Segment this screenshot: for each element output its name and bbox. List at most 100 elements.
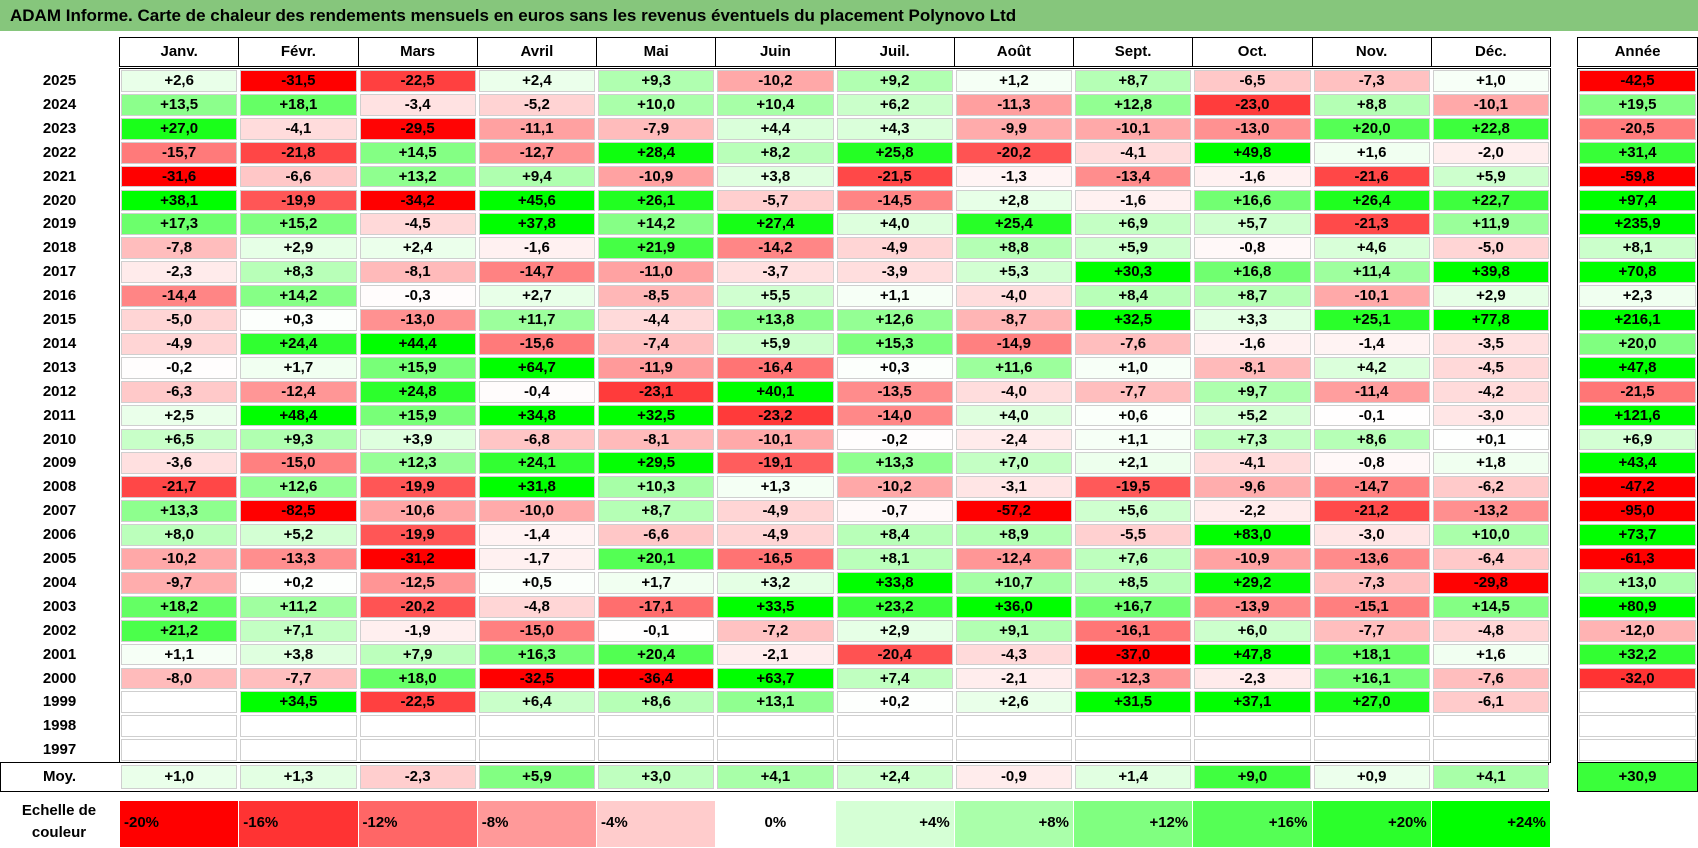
heatmap-cell: +1,6 <box>1313 141 1430 164</box>
heatmap-cell: +14,2 <box>240 285 357 307</box>
heatmap-cell: +1,0 <box>1075 356 1192 379</box>
heatmap-cell: -10,1 <box>1075 117 1192 140</box>
row-label-year: 2002 <box>42 621 77 639</box>
heatmap-cell: -10,9 <box>598 165 715 188</box>
row-label-year: 2021 <box>42 167 77 185</box>
heatmap-cell: +10,4 <box>717 93 834 116</box>
heatmap-cell: +28,4 <box>598 141 715 164</box>
heatmap-cell: -13,2 <box>1432 500 1549 523</box>
average-cell: +1,0 <box>121 765 238 789</box>
heatmap-cell: -0,2 <box>121 356 238 379</box>
heatmap-cell: +13,5 <box>121 93 238 116</box>
heatmap-cell: +2,5 <box>121 404 238 427</box>
heatmap-cell <box>1194 739 1311 762</box>
heatmap-cell: +8,4 <box>836 524 953 546</box>
heatmap-cell: -23,1 <box>598 380 715 403</box>
heatmap-cell: -13,3 <box>240 548 357 570</box>
heatmap-cell: -0,1 <box>598 619 715 642</box>
heatmap-cell: -0,8 <box>1194 237 1311 260</box>
row-label-year: 2006 <box>42 526 77 544</box>
heatmap-cell: +15,2 <box>240 213 357 236</box>
heatmap-cell: -15,1 <box>1313 595 1430 618</box>
heatmap-cell: -7,3 <box>1313 70 1430 92</box>
column-header: Juil. <box>834 37 955 67</box>
heatmap-cell: +2,6 <box>955 691 1072 714</box>
heatmap-cell: +12,6 <box>240 476 357 499</box>
heatmap-cell: +7,0 <box>955 452 1072 475</box>
heatmap-cell: -14,5 <box>836 189 953 212</box>
heatmap-cell: +8,9 <box>955 524 1072 546</box>
heatmap-cell: +29,5 <box>598 452 715 475</box>
row-label-year: 2000 <box>42 669 77 687</box>
heatmap-cell: -6,5 <box>1194 70 1311 92</box>
heatmap-cell: +3,2 <box>717 571 834 594</box>
heatmap-cell: +5,6 <box>1075 500 1192 523</box>
heatmap-cell: +30,3 <box>1075 261 1192 284</box>
heatmap-cell: -13,0 <box>1194 117 1311 140</box>
heatmap-cell: +83,0 <box>1194 524 1311 546</box>
heatmap-cell: +0,5 <box>478 571 595 594</box>
heatmap-cell: +10,0 <box>598 93 715 116</box>
heatmap-cell: -4,3 <box>955 643 1072 666</box>
heatmap-cell: +10,0 <box>1432 524 1549 546</box>
heatmap-cell <box>478 739 595 762</box>
heatmap-cell <box>240 715 357 738</box>
heatmap-cell: -9,6 <box>1194 476 1311 499</box>
average-cell: +4,1 <box>717 765 834 789</box>
heatmap-cell: +31,5 <box>1075 691 1192 714</box>
row-label-year: 2022 <box>42 143 77 161</box>
heatmap-cell: +38,1 <box>121 189 238 212</box>
average-annual-cell: +30,9 <box>1577 762 1698 792</box>
heatmap-cell: +1,7 <box>240 356 357 379</box>
heatmap-cell: +33,5 <box>717 595 834 618</box>
column-header: Août <box>953 37 1074 67</box>
heatmap-cell: -16,4 <box>717 356 834 379</box>
row-label-year: 2004 <box>42 573 77 591</box>
row-label-year: 2010 <box>42 430 77 448</box>
heatmap-cell: +5,3 <box>955 261 1072 284</box>
heatmap-cell: -31,6 <box>121 165 238 188</box>
heatmap-cell: +24,1 <box>478 452 595 475</box>
column-header: Oct. <box>1192 37 1313 67</box>
average-cell: -0,9 <box>955 765 1072 789</box>
average-cell: +1,4 <box>1075 765 1192 789</box>
heatmap-cell: -7,4 <box>598 332 715 355</box>
heatmap-cell: -4,9 <box>121 332 238 355</box>
heatmap-cell: +4,0 <box>836 213 953 236</box>
heatmap-cell <box>121 739 238 762</box>
heatmap-cell: +12,8 <box>1075 93 1192 116</box>
average-cell: +0,9 <box>1313 765 1430 789</box>
heatmap-cell: +16,1 <box>1313 667 1430 690</box>
heatmap-cell: +13,1 <box>717 691 834 714</box>
heatmap-cell: +14,5 <box>1432 595 1549 618</box>
heatmap-cell: -2,4 <box>955 428 1072 451</box>
heatmap-cell: -5,0 <box>1432 237 1549 260</box>
heatmap-cell: -20,2 <box>359 595 476 618</box>
heatmap-cell: +8,8 <box>955 237 1072 260</box>
heatmap-cell: +1,0 <box>1432 70 1549 92</box>
annual-cell: +13,0 <box>1579 571 1696 594</box>
heatmap-cell: -6,6 <box>240 165 357 188</box>
heatmap-cell: +13,8 <box>717 309 834 331</box>
heatmap-cell: +6,9 <box>1075 213 1192 236</box>
heatmap-cell: +27,4 <box>717 213 834 236</box>
heatmap-cell: +3,8 <box>240 643 357 666</box>
column-header: Déc. <box>1430 37 1551 67</box>
row-label-year: 2003 <box>42 597 77 615</box>
color-scale-step: +8% <box>954 801 1073 847</box>
annual-cell: -47,2 <box>1579 476 1696 499</box>
heatmap-cell: +8,6 <box>1313 428 1430 451</box>
heatmap-cell: -13,4 <box>1075 165 1192 188</box>
heatmap-cell: -57,2 <box>955 500 1072 523</box>
heatmap-cell: -14,7 <box>478 261 595 284</box>
heatmap-cell: -19,9 <box>359 476 476 499</box>
heatmap-cell <box>1075 715 1192 738</box>
heatmap-cell: +63,7 <box>717 667 834 690</box>
heatmap-cell: +22,8 <box>1432 117 1549 140</box>
heatmap-cell: +0,6 <box>1075 404 1192 427</box>
heatmap-cell: -0,7 <box>836 500 953 523</box>
heatmap-cell: +16,6 <box>1194 189 1311 212</box>
heatmap-cell: +9,2 <box>836 70 953 92</box>
heatmap-cell: +8,6 <box>598 691 715 714</box>
heatmap-cell: +5,9 <box>717 332 834 355</box>
